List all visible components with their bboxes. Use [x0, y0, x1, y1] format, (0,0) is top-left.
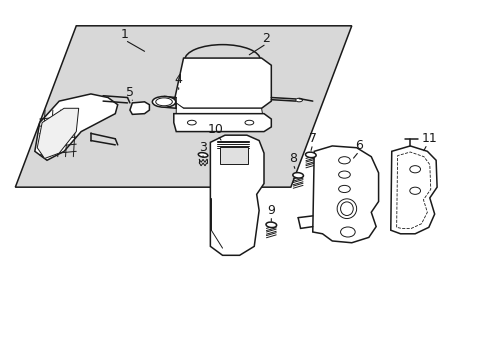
Polygon shape: [130, 102, 149, 114]
Text: 1: 1: [121, 28, 129, 41]
Polygon shape: [390, 146, 436, 234]
Polygon shape: [220, 147, 248, 164]
Polygon shape: [15, 26, 351, 187]
Ellipse shape: [340, 202, 352, 216]
Ellipse shape: [244, 120, 253, 125]
Text: 11: 11: [421, 132, 437, 145]
Ellipse shape: [156, 98, 172, 106]
Ellipse shape: [336, 199, 356, 219]
Ellipse shape: [265, 222, 276, 228]
Text: 2: 2: [262, 32, 270, 45]
Polygon shape: [176, 103, 264, 123]
Polygon shape: [312, 146, 378, 243]
Text: 3: 3: [199, 141, 206, 154]
Text: 9: 9: [267, 204, 275, 217]
Text: 5: 5: [125, 86, 134, 99]
Text: 10: 10: [207, 123, 223, 136]
Text: 6: 6: [354, 139, 362, 152]
Ellipse shape: [198, 153, 207, 157]
Text: 4: 4: [174, 73, 182, 86]
Ellipse shape: [187, 120, 196, 125]
Ellipse shape: [305, 152, 315, 158]
Polygon shape: [173, 114, 271, 132]
Polygon shape: [210, 135, 264, 255]
Ellipse shape: [338, 171, 349, 178]
Ellipse shape: [152, 96, 175, 107]
Ellipse shape: [338, 157, 349, 164]
Ellipse shape: [292, 172, 303, 178]
Polygon shape: [35, 94, 118, 160]
Text: 8: 8: [289, 152, 297, 165]
Ellipse shape: [338, 185, 349, 193]
Ellipse shape: [295, 98, 302, 102]
Ellipse shape: [409, 166, 420, 173]
Polygon shape: [173, 58, 271, 108]
Text: 7: 7: [308, 132, 316, 145]
Ellipse shape: [409, 187, 420, 194]
Ellipse shape: [340, 227, 354, 237]
Polygon shape: [37, 108, 79, 158]
